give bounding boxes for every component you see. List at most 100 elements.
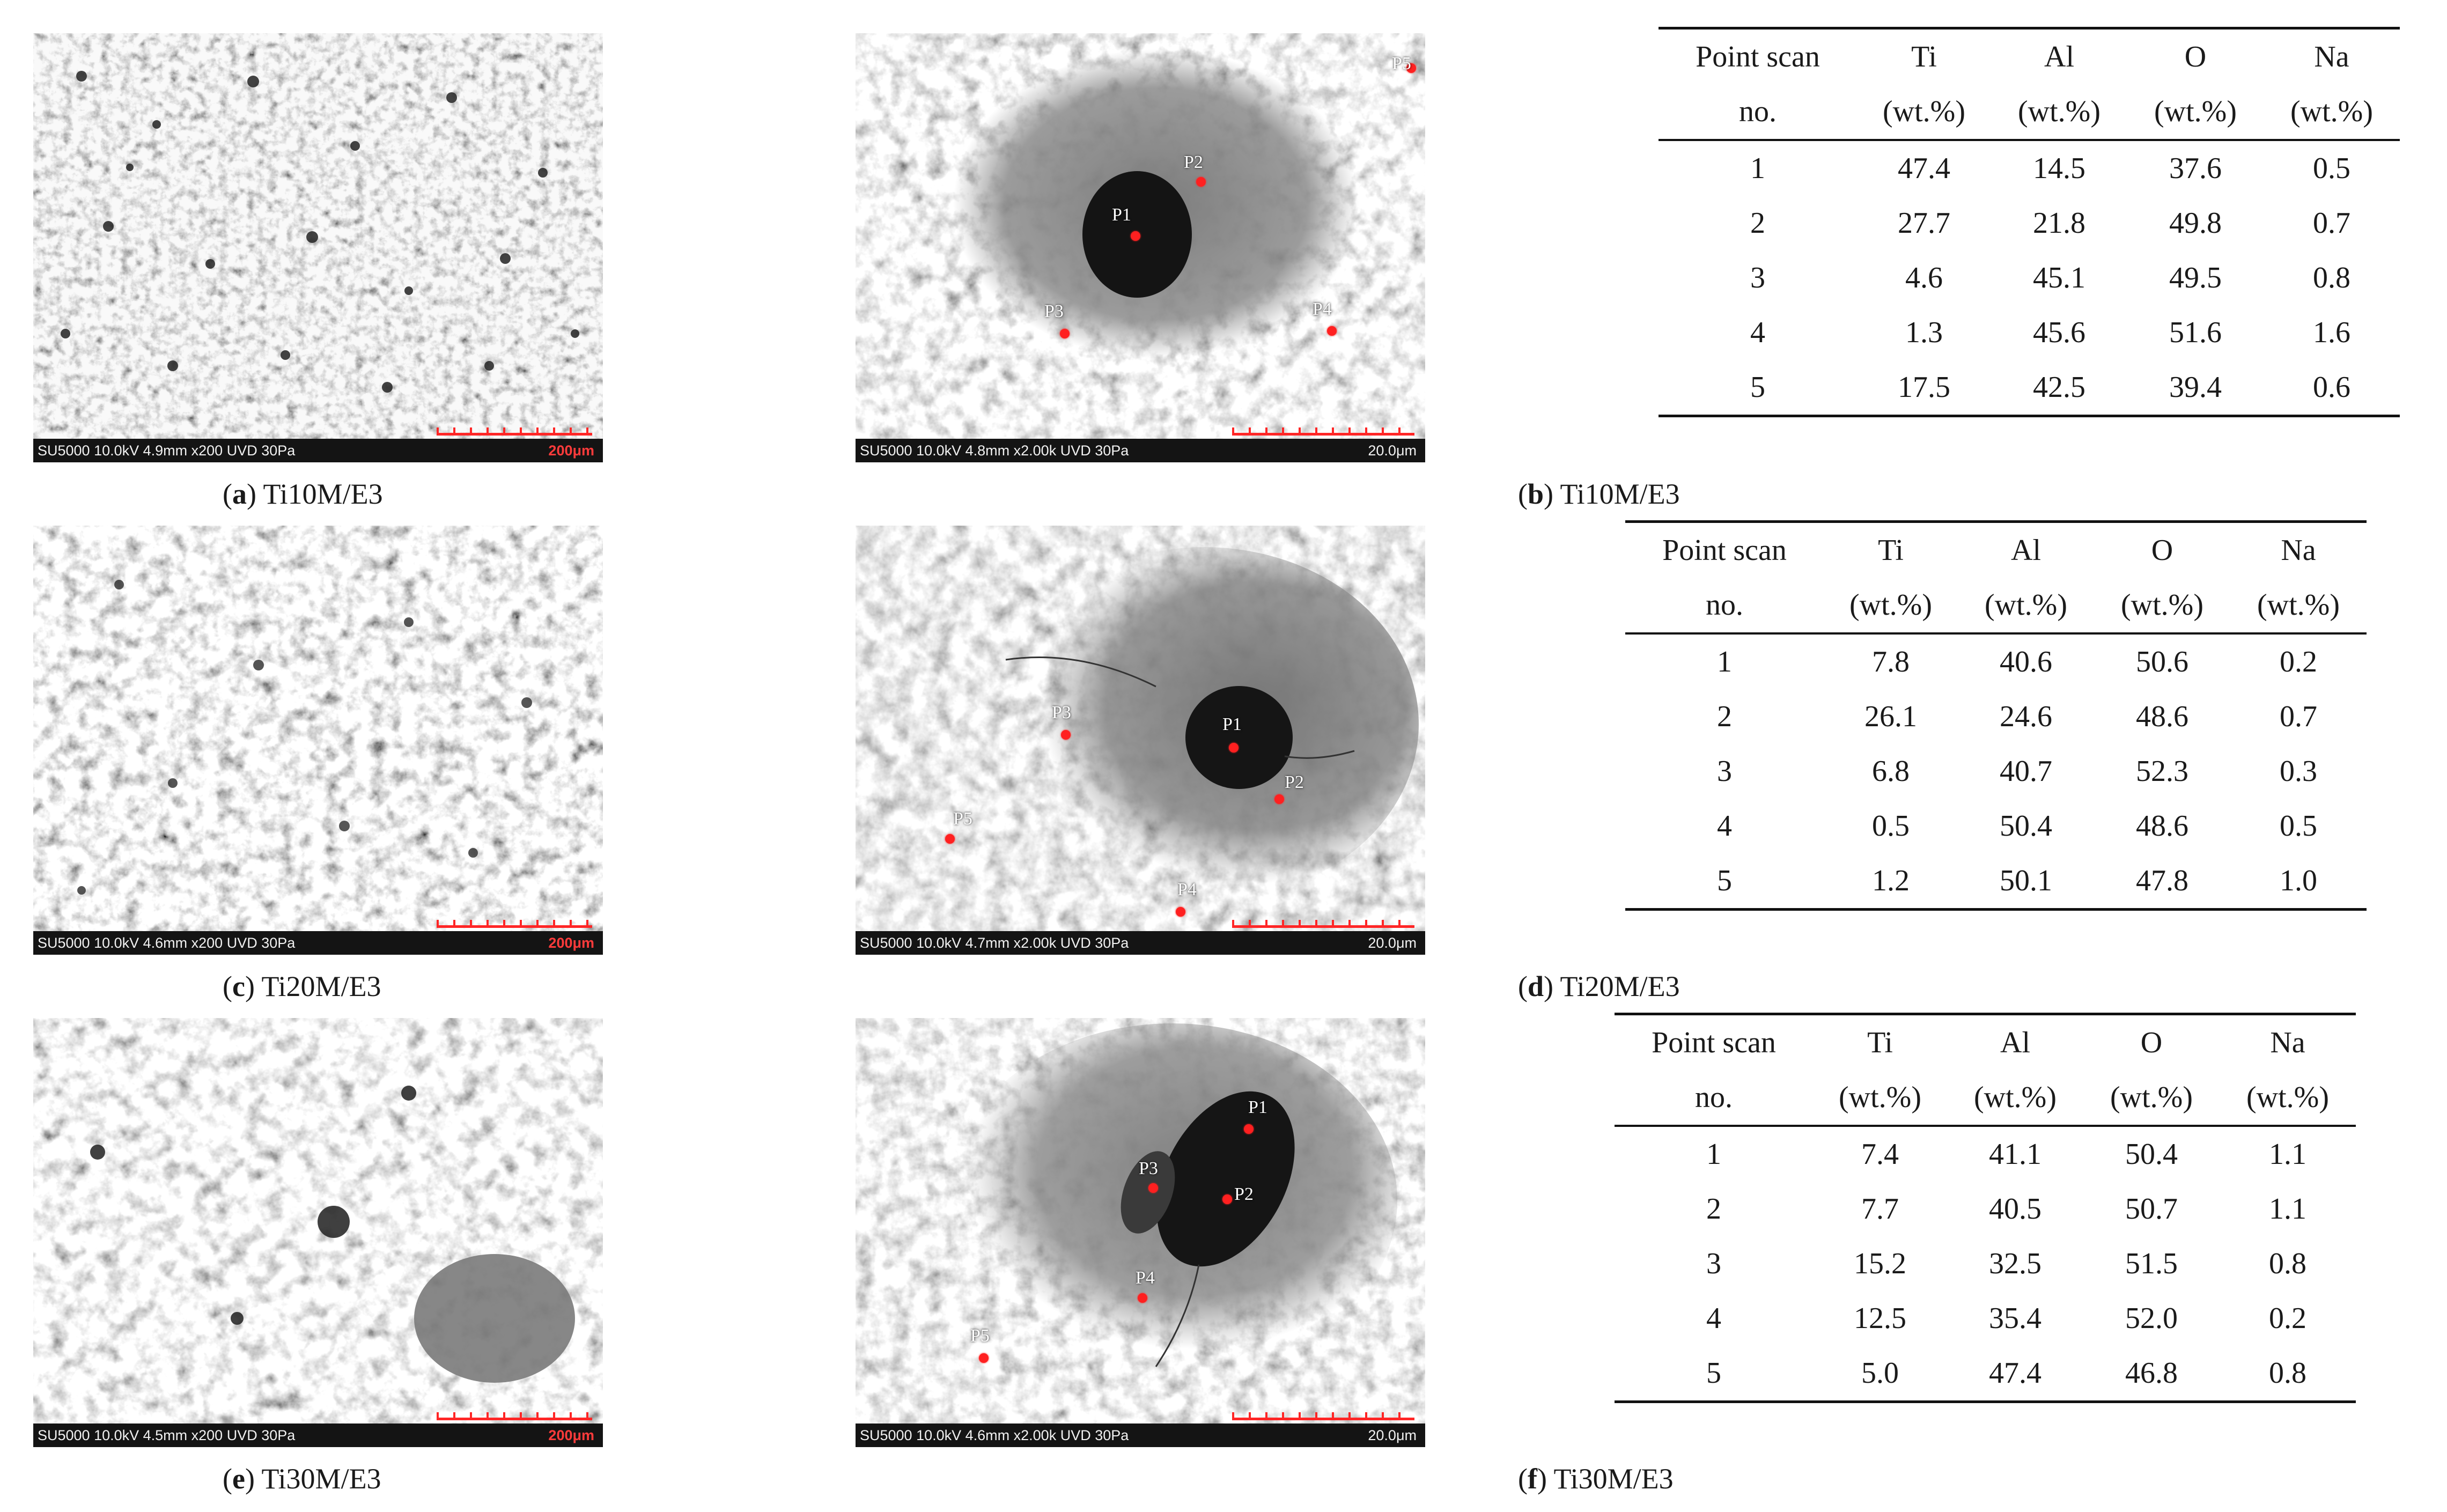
sem-texture — [856, 526, 1425, 955]
scan-point-label: P2 — [1234, 1184, 1254, 1204]
table-cell: 24.6 — [2000, 700, 2052, 733]
table-row: 4 0.5 50.4 48.6 0.5 — [1625, 799, 2367, 853]
table-cell: 5 — [1706, 1356, 1721, 1390]
table-cell: 0.5 — [2313, 152, 2350, 185]
header-cell: (wt.%) — [1974, 1081, 2057, 1114]
header-row: Point scan Ti Al O Na — [1615, 1015, 2356, 1070]
sem-texture — [33, 1018, 603, 1447]
table-cell: 40.6 — [2000, 645, 2052, 678]
table-cell: 37.6 — [2169, 152, 2222, 185]
scan-point-p2 — [1196, 177, 1206, 187]
scan-point-p1 — [1229, 743, 1239, 753]
header-cell: (wt.%) — [2154, 95, 2237, 128]
table-cell: 46.8 — [2125, 1356, 2178, 1390]
scale-label: 20.0μm — [1368, 442, 1417, 459]
table-cell: 15.2 — [1854, 1247, 1906, 1280]
header-row: Point scan Ti Al O Na — [1625, 523, 2367, 578]
caption-letter: a — [232, 478, 247, 510]
table-cell: 0.5 — [1872, 809, 1910, 843]
header-cell: O — [2140, 1026, 2163, 1059]
table-cell: 49.8 — [2169, 206, 2222, 240]
table-cell: 1 — [1717, 645, 1732, 678]
table-cell: 0.3 — [2280, 755, 2317, 788]
table-cell: 0.2 — [2269, 1302, 2306, 1335]
header-cell: Ti — [1867, 1026, 1893, 1059]
table-cell: 12.5 — [1854, 1302, 1906, 1335]
table-row: 4 12.5 35.4 52.0 0.2 — [1615, 1291, 2356, 1346]
table-cell: 0.7 — [2280, 700, 2317, 733]
eds-table-f: Point scan Ti Al O Na no. (wt.%) (wt.%) … — [1615, 1013, 2356, 1403]
caption-text: Ti10M/E3 — [1560, 478, 1680, 510]
sem-meta-text: SU5000 10.0kV 4.6mm x200 UVD 30Pa — [38, 935, 296, 951]
header-cell: (wt.%) — [1839, 1081, 1921, 1114]
header-cell: Al — [2000, 1026, 2030, 1059]
sem-data-bar: SU5000 10.0kV 4.9mm x200 UVD 30Pa 200μm — [33, 439, 603, 462]
header-cell: no. — [1706, 588, 1743, 622]
scan-point-label: P5 — [970, 1326, 990, 1346]
table-cell: 1 — [1750, 152, 1765, 185]
table-cell: 26.1 — [1864, 700, 1917, 733]
table-cell: 0.5 — [2280, 809, 2317, 843]
table-cell: 21.8 — [2033, 206, 2085, 240]
header-cell: Point scan — [1696, 40, 1820, 73]
table-cell: 48.6 — [2136, 700, 2188, 733]
table-cell: 7.4 — [1861, 1138, 1899, 1171]
table-row: 5 17.5 42.5 39.4 0.6 — [1659, 360, 2400, 415]
scan-point-label: P5 — [1392, 54, 1411, 73]
caption-letter: b — [1527, 478, 1544, 510]
sem-meta-text: SU5000 10.0kV 4.9mm x200 UVD 30Pa — [38, 442, 296, 459]
scan-point-label: P2 — [1184, 152, 1203, 172]
table-cell: 27.7 — [1898, 206, 1950, 240]
table-cell: 6.8 — [1872, 755, 1910, 788]
header-cell: (wt.%) — [2121, 588, 2203, 622]
sem-meta-text: SU5000 10.0kV 4.8mm x2.00k UVD 30Pa — [860, 442, 1129, 459]
caption-text: Ti30M/E3 — [1553, 1463, 1674, 1495]
table-row: 1 7.4 41.1 50.4 1.1 — [1615, 1127, 2356, 1182]
scan-point-label: P2 — [1285, 772, 1304, 792]
header-cell: no. — [1739, 95, 1777, 128]
table-cell: 39.4 — [2169, 371, 2222, 404]
scan-point-p5 — [945, 834, 955, 844]
sem-meta-text: SU5000 10.0kV 4.7mm x2.00k UVD 30Pa — [860, 935, 1129, 951]
scale-bar — [437, 425, 592, 436]
sem-image-e: SU5000 10.0kV 4.5mm x200 UVD 30Pa 200μm — [33, 1018, 603, 1447]
header-cell: (wt.%) — [2257, 588, 2340, 622]
caption-d: (d) Ti20M/E3 — [1518, 970, 1680, 1002]
eds-table-b: Point scan Ti Al O Na no. (wt.%) (wt.%) … — [1659, 27, 2400, 417]
header-cell: no. — [1695, 1081, 1733, 1114]
table-cell: 3 — [1717, 755, 1732, 788]
scale-bar — [437, 1410, 592, 1420]
table-cell: 4.6 — [1905, 261, 1943, 294]
sem-data-bar: SU5000 10.0kV 4.8mm x2.00k UVD 30Pa 20.0… — [856, 439, 1425, 462]
table-row: 2 27.7 21.8 49.8 0.7 — [1659, 196, 2400, 250]
scale-label: 200μm — [548, 1427, 594, 1443]
table-header: Point scan Ti Al O Na no. (wt.%) (wt.%) … — [1615, 1015, 2356, 1127]
table-cell: 51.5 — [2125, 1247, 2178, 1280]
table-cell: 40.5 — [1989, 1192, 2041, 1226]
header-cell: Al — [2044, 40, 2074, 73]
table-cell: 4 — [1750, 316, 1765, 349]
scan-point-label: P5 — [953, 809, 972, 829]
table-cell: 2 — [1717, 700, 1732, 733]
table-cell: 0.8 — [2269, 1247, 2306, 1280]
table-cell: 1.1 — [2269, 1192, 2306, 1226]
table-cell: 41.1 — [1989, 1138, 2041, 1171]
caption-letter: c — [232, 970, 245, 1002]
scan-point-label: P1 — [1222, 714, 1242, 734]
table-cell: 4 — [1706, 1302, 1721, 1335]
table-row: 5 5.0 47.4 46.8 0.8 — [1615, 1346, 2356, 1400]
table-cell: 40.7 — [2000, 755, 2052, 788]
sem-texture — [856, 1018, 1425, 1447]
caption-c: (c) Ti20M/E3 — [223, 970, 381, 1002]
scan-point-p4 — [1327, 326, 1337, 336]
caption-a: (a) Ti10M/E3 — [223, 478, 383, 510]
caption-text: Ti20M/E3 — [261, 970, 381, 1002]
scan-point-p3 — [1148, 1183, 1158, 1193]
table-cell: 50.4 — [2000, 809, 2052, 843]
sem-meta-text: SU5000 10.0kV 4.6mm x2.00k UVD 30Pa — [860, 1427, 1129, 1443]
table-cell: 50.1 — [2000, 864, 2052, 897]
scale-bar — [1232, 1410, 1414, 1420]
table-cell: 47.4 — [1898, 152, 1950, 185]
table-cell: 14.5 — [2033, 152, 2085, 185]
table-cell: 1.6 — [2313, 316, 2350, 349]
